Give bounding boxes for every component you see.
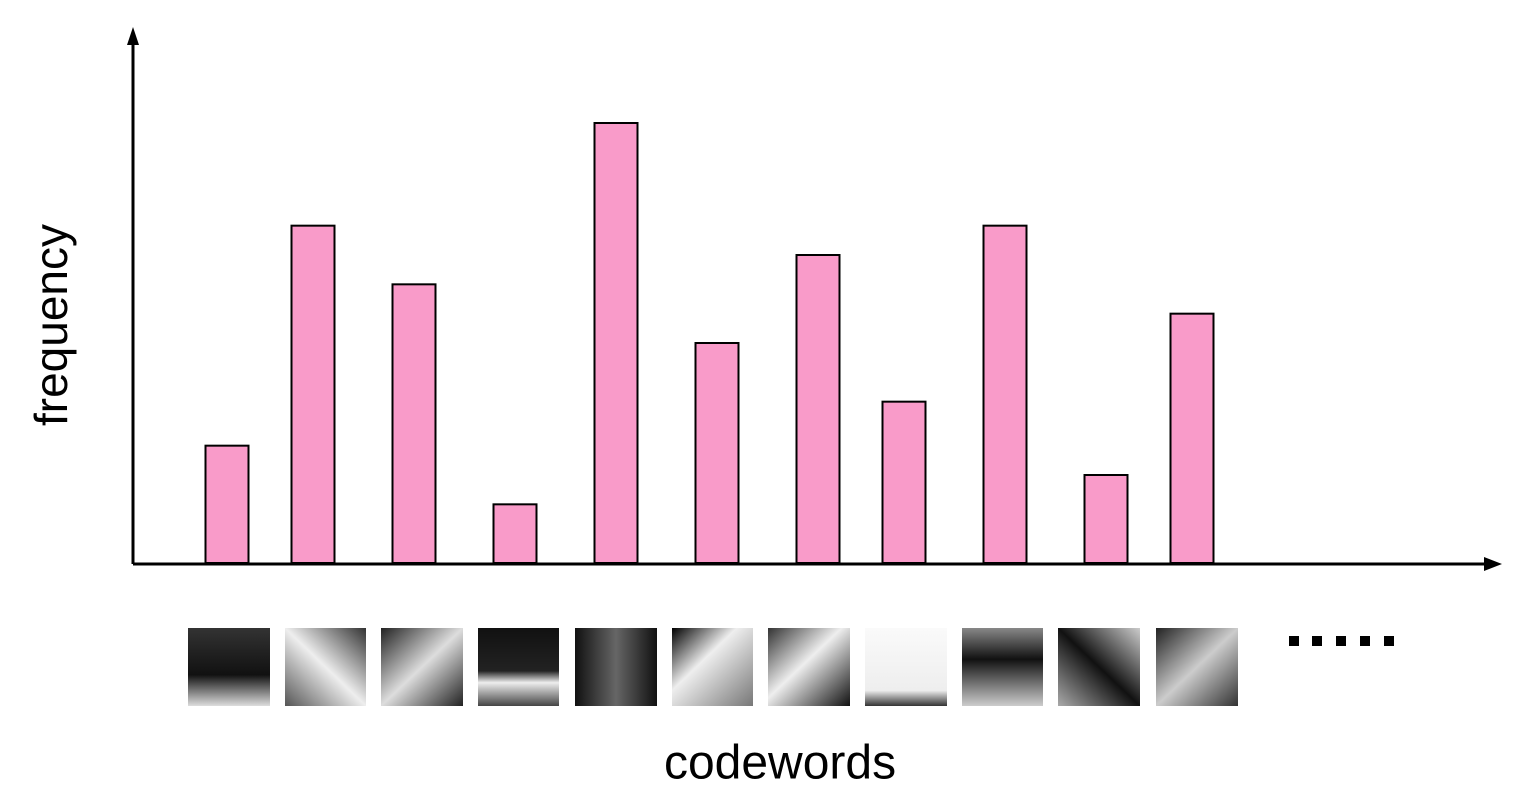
y-axis-arrow (127, 27, 139, 45)
codeword-patches (188, 628, 1238, 706)
patch (672, 628, 753, 706)
patch (1058, 628, 1140, 706)
bar (1169, 312, 1215, 564)
bar (982, 224, 1028, 565)
patch (188, 628, 270, 706)
bar (492, 503, 538, 565)
patch (1156, 628, 1238, 706)
bar (593, 122, 639, 564)
patch (962, 628, 1043, 706)
bar (204, 444, 250, 564)
bar (694, 342, 740, 564)
bar (795, 254, 841, 564)
patch (575, 628, 657, 706)
bar (290, 224, 336, 565)
bar (1083, 474, 1129, 564)
y-axis-label: frequency (25, 224, 77, 426)
bar (391, 283, 437, 564)
patch (478, 628, 559, 706)
patch (865, 628, 947, 706)
x-axis-arrow (1484, 557, 1502, 571)
x-axis-label: codewords (664, 737, 896, 790)
patch (381, 628, 463, 706)
patch (768, 628, 850, 706)
ellipsis (1289, 636, 1394, 646)
patch (285, 628, 366, 706)
bar (881, 400, 927, 564)
